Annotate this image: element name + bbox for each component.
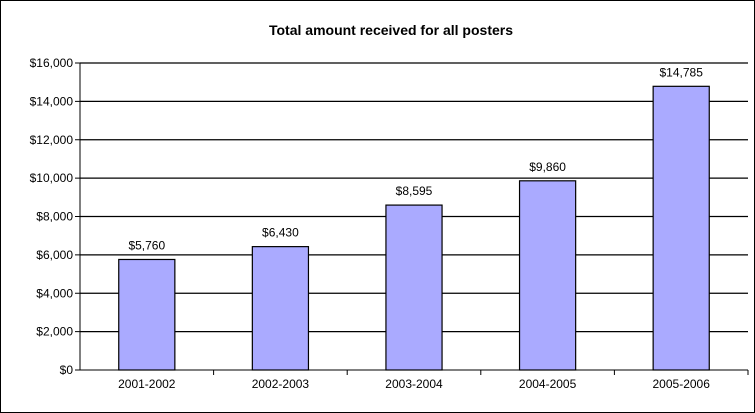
- bar-2003-2004: [385, 204, 443, 371]
- y-tick-label: $16,000: [30, 56, 74, 70]
- y-tick-label: $0: [60, 363, 74, 377]
- data-label: $8,595: [396, 184, 433, 198]
- x-axis-ticks: 2001-2002 2002-2003 2003-2004 2004-2005 2005…: [118, 370, 749, 391]
- data-label: $6,430: [262, 226, 299, 240]
- x-tick-label: 2005-2006: [653, 377, 711, 391]
- bar-2001-2002: [118, 258, 176, 371]
- data-labels: $5,760 $6,430 $8,595 $9,860 $14,785: [128, 65, 703, 252]
- data-label: $14,785: [660, 65, 704, 79]
- y-tick-label: $8,000: [36, 210, 73, 224]
- bar-2002-2003: [251, 246, 310, 371]
- data-label: $5,760: [128, 238, 165, 252]
- y-tick-label: $12,000: [30, 133, 74, 147]
- y-tick-label: $4,000: [36, 286, 73, 300]
- y-tick-label: $6,000: [36, 248, 73, 262]
- y-tick-label: $14,000: [30, 94, 74, 108]
- x-tick-label: 2004-2005: [519, 377, 577, 391]
- chart-title: Total amount received for all posters: [269, 22, 513, 38]
- x-tick-label: 2002-2003: [252, 377, 310, 391]
- y-axis-ticks: $0 $2,000 $4,000 $6,000 $8,000 $10,000 $12,000…: [30, 56, 80, 377]
- y-tick-label: $2,000: [36, 325, 73, 339]
- x-tick-label: 2003-2004: [385, 377, 443, 391]
- gridlines: [80, 62, 748, 333]
- bars: [118, 85, 710, 371]
- bar-2004-2005: [518, 180, 577, 371]
- x-tick-label: 2001-2002: [118, 377, 176, 391]
- data-label: $9,860: [529, 160, 566, 174]
- y-tick-label: $10,000: [30, 171, 74, 185]
- bar-2005-2006: [652, 85, 710, 371]
